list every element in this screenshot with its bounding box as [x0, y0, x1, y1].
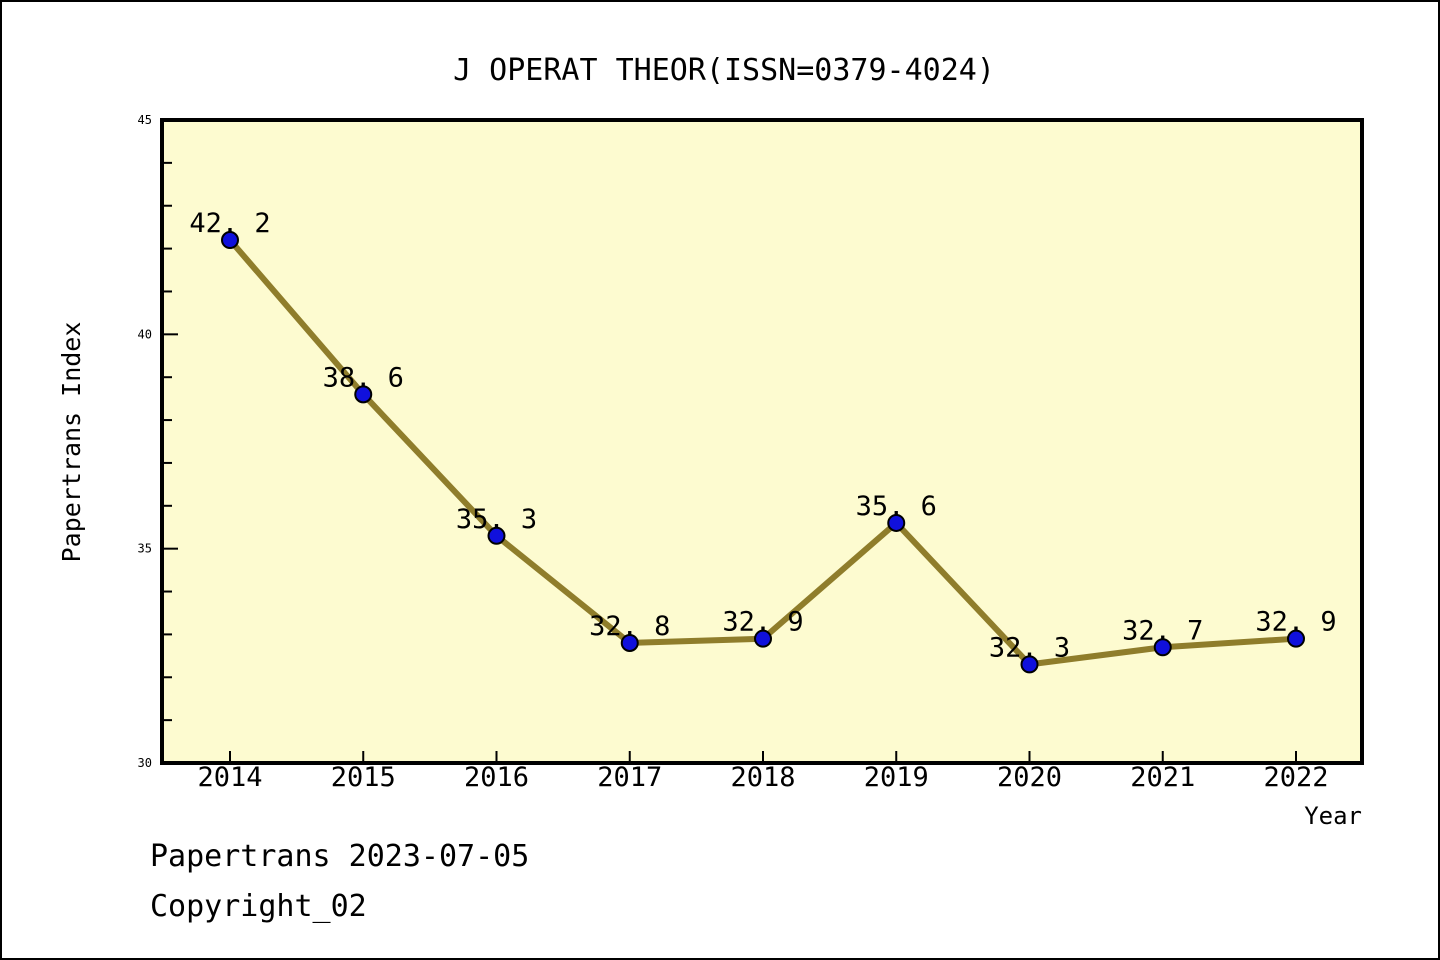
- x-tick-label: 2014: [197, 762, 262, 793]
- footer-date: Papertrans 2023-07-05: [150, 839, 529, 874]
- data-point-2014: [221, 231, 239, 250]
- x-tick-label: 2021: [1130, 762, 1195, 793]
- axis-tick-labels: 30 35 40 45 2014 2015 2016 2017 2018 2019 2020 2021…: [138, 113, 1329, 793]
- footer-copyright: Copyright_02: [150, 889, 367, 924]
- data-point-2015: [354, 385, 373, 404]
- x-tick-label: 2022: [1263, 762, 1328, 793]
- axis-ticks: [164, 161, 1297, 761]
- x-tick-label: 2017: [597, 762, 662, 793]
- x-axis-title: Year: [1304, 802, 1362, 830]
- point-label-2015: 38. 6: [323, 362, 404, 393]
- point-label-2017: 32. 8: [589, 611, 670, 642]
- point-label-2019: 35. 6: [856, 491, 937, 522]
- x-tick-label: 2018: [730, 762, 795, 793]
- point-label-2020: 32. 3: [989, 632, 1070, 663]
- x-tick-label: 2016: [464, 762, 529, 793]
- point-label-2014: 42. 2: [189, 208, 270, 239]
- chart-title: J OPERAT THEOR(ISSN=0379-4024): [453, 53, 995, 88]
- point-label-2021: 32. 7: [1122, 615, 1203, 646]
- data-points-group: [221, 231, 1305, 674]
- y-tick-label: 35: [138, 542, 152, 556]
- data-point-labels-group: 42. 2 38. 6 35. 3 32. 8 32. 9 35. 6 32. 3 32. 7…: [189, 208, 1336, 663]
- y-tick-label: 30: [138, 756, 152, 770]
- data-point-2018: [754, 629, 772, 648]
- point-label-2016: 35. 3: [456, 504, 537, 535]
- data-point-2022: [1287, 629, 1305, 648]
- data-point-2017: [620, 633, 639, 652]
- point-label-2018: 32. 9: [722, 607, 803, 638]
- plot-area: [160, 118, 1364, 765]
- x-tick-label: 2019: [864, 762, 929, 793]
- x-tick-label: 2015: [331, 762, 396, 793]
- y-tick-label: 45: [138, 113, 152, 127]
- data-point-2020: [1020, 655, 1039, 674]
- data-point-2021: [1153, 638, 1172, 657]
- y-tick-label: 40: [138, 327, 152, 341]
- point-label-2022: 32. 9: [1255, 607, 1336, 638]
- data-point-2016: [487, 526, 506, 545]
- y-axis-title: Papertrans Index: [57, 322, 86, 563]
- x-tick-label: 2020: [997, 762, 1062, 793]
- data-point-2019: [887, 513, 906, 532]
